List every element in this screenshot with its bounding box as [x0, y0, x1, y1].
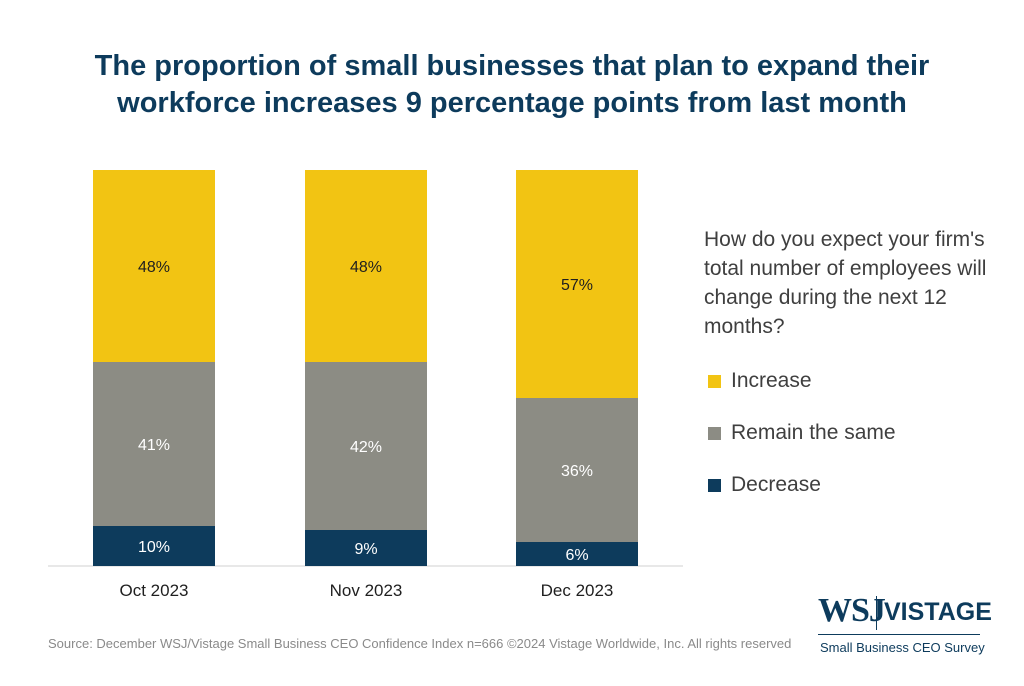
- bar-remain-3: [516, 398, 638, 542]
- logo-survey-subtitle: Small Business CEO Survey: [820, 640, 985, 655]
- legend-label-remain: Remain the same: [731, 421, 896, 444]
- bar-increase-2: [305, 170, 427, 362]
- bar-decrease-2: [305, 530, 427, 566]
- data-label-increase-2: 48%: [350, 259, 382, 276]
- data-label-increase-1: 48%: [138, 259, 170, 276]
- bar-increase-1: [93, 170, 215, 362]
- legend-swatch-decrease: [708, 478, 721, 492]
- bar-decrease-3: [516, 542, 638, 566]
- data-label-decrease-1: 10%: [138, 539, 170, 556]
- logo-separator: [876, 596, 877, 630]
- bar-decrease-1: [93, 526, 215, 566]
- data-label-decrease-2: 9%: [354, 541, 377, 558]
- legend-label-decrease: Decrease: [731, 473, 821, 496]
- x-tick-label-2: Nov 2023: [330, 581, 403, 600]
- data-label-remain-2: 42%: [350, 439, 382, 456]
- legend-question: How do you expect your firm's total numb…: [704, 228, 987, 338]
- logo-rule: [818, 634, 980, 635]
- chart-title: The proportion of small businesses that …: [94, 50, 930, 119]
- data-label-remain-1: 41%: [138, 437, 170, 454]
- data-label-remain-3: 36%: [561, 463, 593, 480]
- bar-increase-3: [516, 170, 638, 398]
- data-label-increase-3: 57%: [561, 277, 593, 294]
- wsj-vistage-logo: WSJ VISTAGE Small Business CEO Survey: [818, 592, 992, 662]
- source-note: Source: December WSJ/Vistage Small Busin…: [48, 636, 792, 651]
- bar-remain-2: [305, 362, 427, 530]
- logo-vistage: VISTAGE: [884, 598, 992, 626]
- legend-label-increase: Increase: [731, 369, 812, 392]
- bar-remain-1: [93, 362, 215, 526]
- legend-swatch-increase: [708, 374, 721, 388]
- x-tick-label-1: Oct 2023: [120, 581, 189, 600]
- x-tick-label-3: Dec 2023: [541, 581, 614, 600]
- legend-item-remain: Remain the same: [708, 421, 896, 445]
- data-label-decrease-3: 6%: [565, 547, 588, 564]
- legend-item-increase: Increase: [708, 369, 812, 393]
- legend-swatch-remain: [708, 426, 721, 440]
- logo-wsj: WSJ: [818, 592, 886, 629]
- legend-item-decrease: Decrease: [708, 473, 821, 497]
